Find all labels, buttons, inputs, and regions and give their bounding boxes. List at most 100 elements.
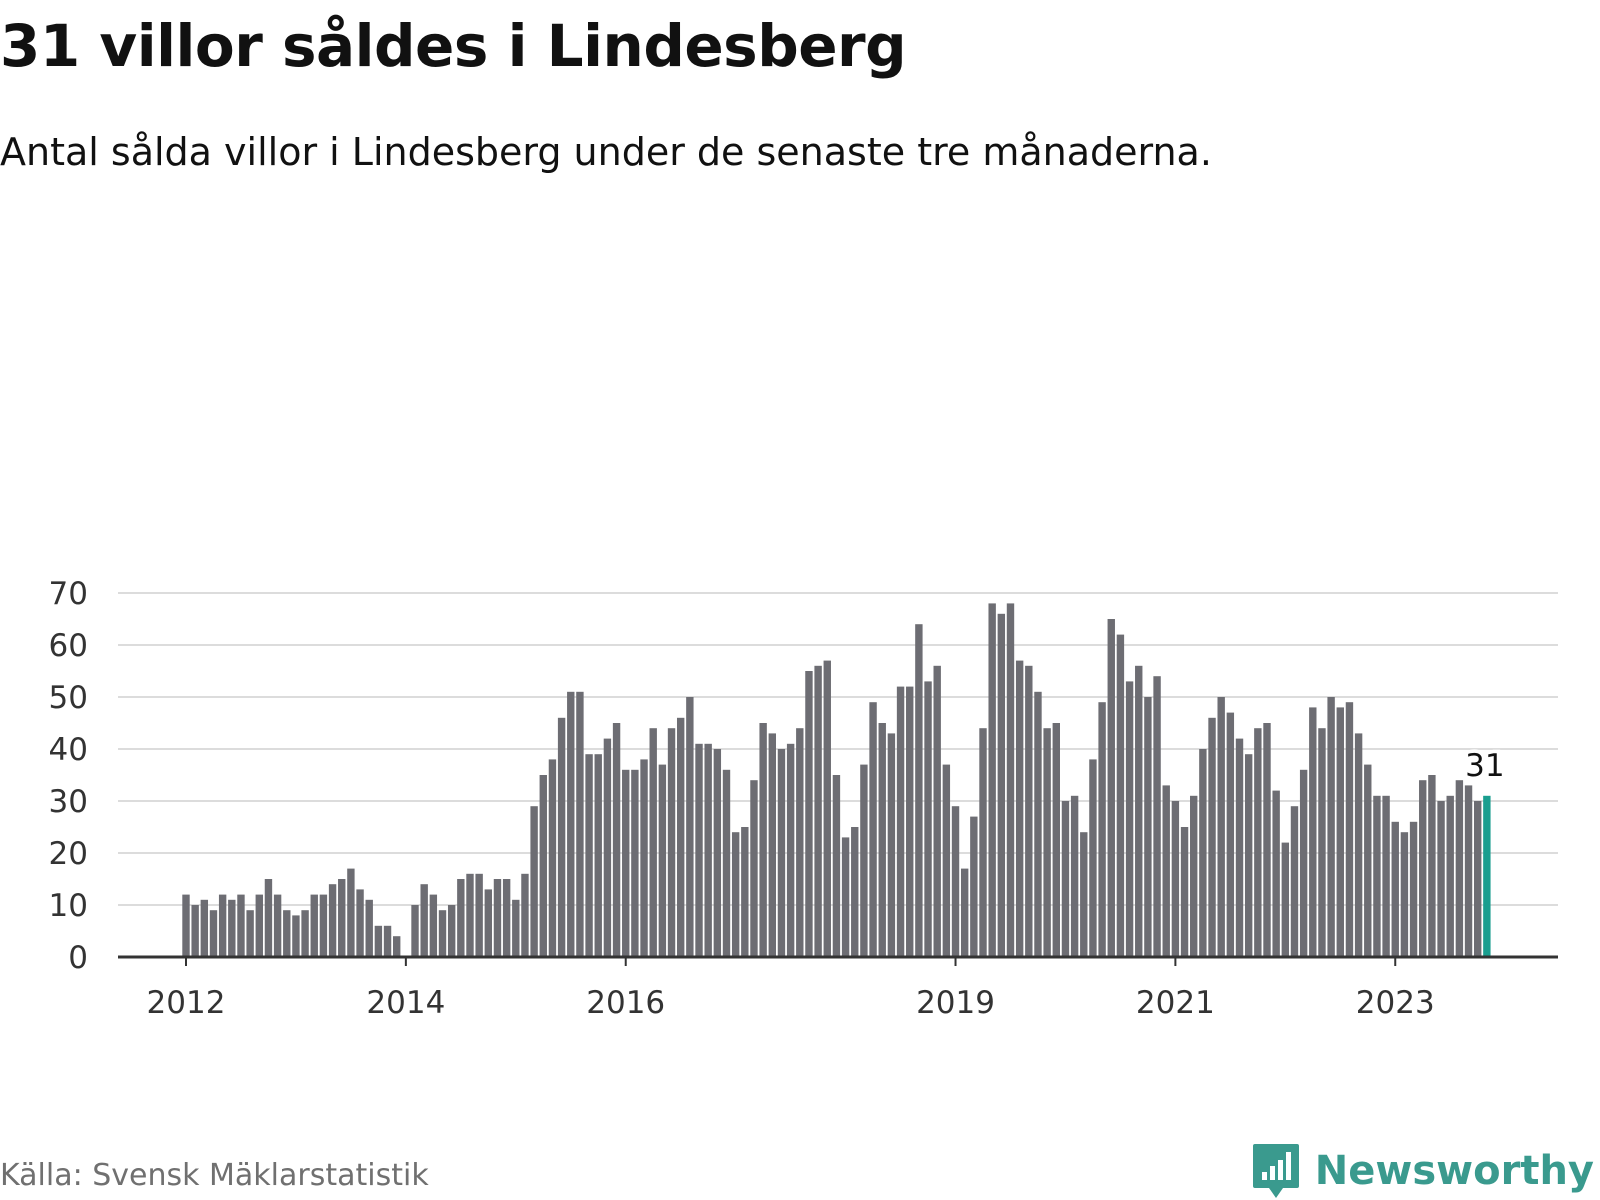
bar <box>1217 697 1225 957</box>
bar <box>1318 728 1326 957</box>
bars <box>182 603 1491 957</box>
bar <box>301 910 309 957</box>
bar <box>484 889 493 957</box>
bar <box>915 624 923 957</box>
bar <box>1052 723 1060 957</box>
bar <box>1437 801 1445 957</box>
bar <box>512 899 520 957</box>
bar <box>319 894 328 957</box>
bar <box>521 873 529 957</box>
bar <box>1254 728 1262 957</box>
bar <box>429 894 438 957</box>
x-tick-label: 2012 <box>147 985 226 1021</box>
bar <box>676 717 685 957</box>
bar <box>759 723 767 957</box>
bar <box>475 873 483 957</box>
bar <box>1171 801 1180 957</box>
bar <box>1354 733 1363 957</box>
brand-name: Newsworthy <box>1314 1148 1594 1194</box>
bar <box>695 743 703 957</box>
bar <box>1428 775 1436 957</box>
chart-title: 31 villor såldes i Lindesberg <box>0 12 907 80</box>
bar <box>814 665 822 957</box>
bar <box>896 686 905 957</box>
y-tick-label: 60 <box>49 628 88 664</box>
bar <box>1070 795 1079 957</box>
bar <box>292 915 300 957</box>
bar <box>310 894 318 957</box>
bar <box>191 905 199 957</box>
bar <box>383 925 392 957</box>
bar <box>658 764 667 957</box>
y-tick-label: 40 <box>49 732 88 768</box>
bar <box>832 775 841 957</box>
source-note: Källa: Svensk Mäklarstatistik <box>0 1158 429 1193</box>
bar <box>228 899 236 957</box>
chart-subtitle: Antal sålda villor i Lindesberg under de… <box>0 130 1212 174</box>
x-tick-label: 2016 <box>586 985 665 1021</box>
bar <box>1199 749 1207 957</box>
bar <box>1226 712 1235 957</box>
bar <box>182 894 190 957</box>
bar <box>438 910 447 957</box>
bar <box>988 603 996 957</box>
bar <box>1290 806 1299 957</box>
bar <box>970 816 978 957</box>
bar <box>640 759 648 957</box>
bar <box>686 697 694 957</box>
x-tick-label: 2021 <box>1136 985 1215 1021</box>
bar <box>209 910 218 957</box>
bar <box>283 910 291 957</box>
bar <box>1299 769 1308 957</box>
bar <box>1263 723 1271 957</box>
x-axis-ticks: 2012 2014 2016 2019 2021 2023 <box>147 957 1435 1021</box>
bar <box>1098 702 1106 957</box>
bar <box>667 728 676 957</box>
bar <box>906 686 914 957</box>
y-tick-label: 10 <box>49 888 88 924</box>
bar <box>1400 832 1409 957</box>
bar <box>457 879 465 957</box>
bar-labels: 31 <box>1462 744 1508 787</box>
bar <box>841 837 850 957</box>
y-tick-label: 0 <box>68 940 88 976</box>
bar <box>1373 795 1381 957</box>
bar <box>576 691 584 957</box>
bar <box>548 759 557 957</box>
bar <box>777 749 786 957</box>
bar <box>960 868 969 957</box>
bar <box>750 780 758 957</box>
bar <box>805 671 813 957</box>
bar <box>1162 785 1170 957</box>
bar <box>393 936 401 957</box>
bar <box>1244 754 1253 957</box>
bar <box>704 743 712 957</box>
highlight-value-label: 31 <box>1465 748 1504 784</box>
bar <box>1272 790 1280 957</box>
bar <box>823 660 831 957</box>
x-tick-label: 2019 <box>916 985 995 1021</box>
bar <box>1034 691 1042 957</box>
bar <box>887 733 896 957</box>
bar-chart-speech-bubble-icon <box>1252 1144 1299 1198</box>
bar <box>1327 697 1335 957</box>
bar <box>786 743 795 957</box>
x-tick-label: 2023 <box>1356 985 1435 1021</box>
bar <box>1061 801 1070 957</box>
bar-chart: 0 10 20 30 40 50 60 70 2012 2014 2016 2019 2021 2023… <box>49 576 1558 1021</box>
bar <box>731 832 740 957</box>
bar <box>1080 832 1088 957</box>
bar <box>997 613 1006 957</box>
bar <box>347 868 355 957</box>
bar <box>374 925 383 957</box>
bar <box>1015 660 1024 957</box>
bar <box>200 899 209 957</box>
bar <box>1006 603 1015 957</box>
bar <box>420 884 428 957</box>
bar <box>1208 717 1216 957</box>
y-tick-label: 20 <box>49 836 88 872</box>
bar <box>1180 827 1189 957</box>
bar <box>594 754 602 957</box>
bar <box>466 873 474 957</box>
bar <box>622 769 630 957</box>
